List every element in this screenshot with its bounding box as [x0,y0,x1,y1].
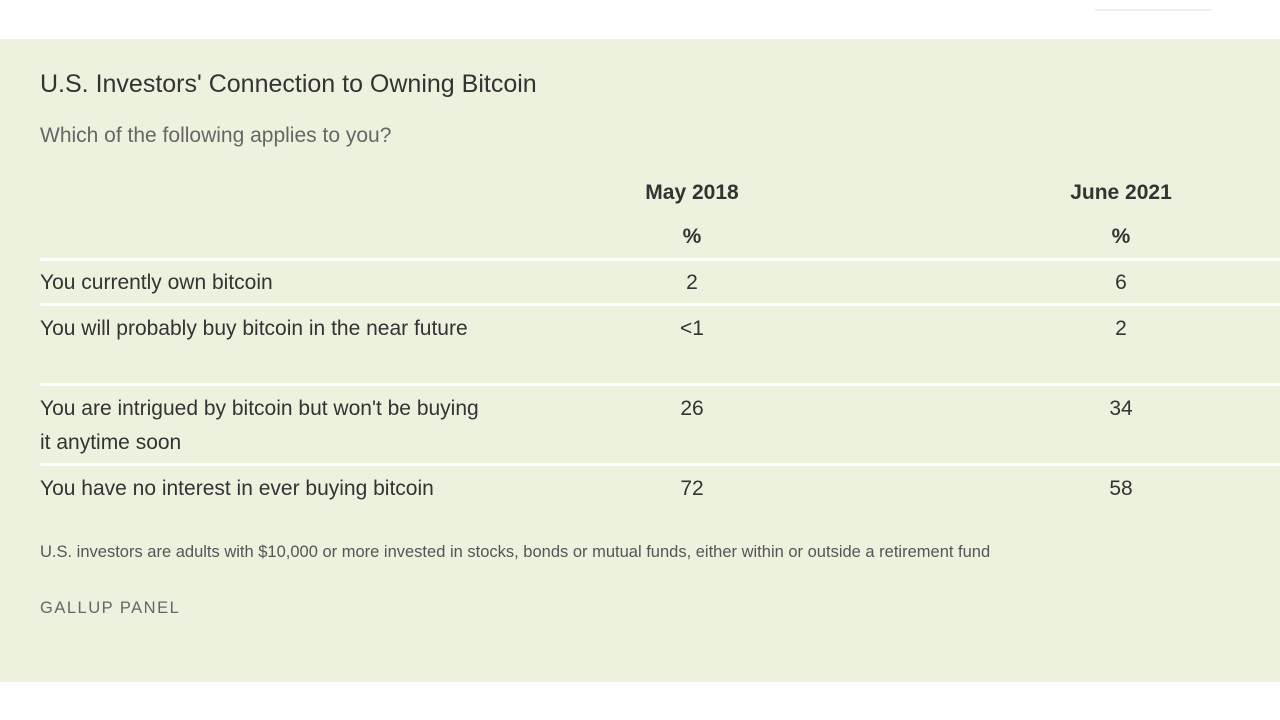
row-divider [40,383,1280,386]
row-label-intrigued: You are intrigued by bitcoin but won't b… [40,397,479,454]
column-header-june-2021: June 2021 [1070,181,1172,204]
column-unit-june-2021: % [1111,225,1131,248]
chart-title: U.S. Investors' Connection to Owning Bit… [40,70,537,98]
cell-intrigued-may-2018: 26 [680,397,704,420]
chart-panel [0,39,1280,682]
column-unit-may-2018: % [682,225,702,248]
column-header-may-2018: May 2018 [645,181,739,204]
cell-probably-buy-june-2021: 2 [1115,317,1127,340]
footnote: U.S. investors are adults with $10,000 o… [40,543,991,561]
source-label: GALLUP PANEL [40,599,181,617]
cell-intrigued-june-2021: 34 [1109,397,1133,420]
row-label-no-interest: You have no interest in ever buying bitc… [40,477,434,500]
row-divider [40,463,1280,466]
header-divider [40,258,1280,261]
row-divider [40,303,1280,306]
cell-own-bitcoin-may-2018: 2 [686,271,698,294]
row-label-own-bitcoin: You currently own bitcoin [40,271,273,294]
cell-no-interest-june-2021: 58 [1109,477,1133,500]
top-divider [1095,9,1212,11]
cell-probably-buy-may-2018: <1 [680,317,704,340]
cell-no-interest-may-2018: 72 [680,477,704,500]
row-label-probably-buy: You will probably buy bitcoin in the nea… [40,317,468,340]
chart-subtitle: Which of the following applies to you? [40,124,392,147]
cell-own-bitcoin-june-2021: 6 [1115,271,1127,294]
